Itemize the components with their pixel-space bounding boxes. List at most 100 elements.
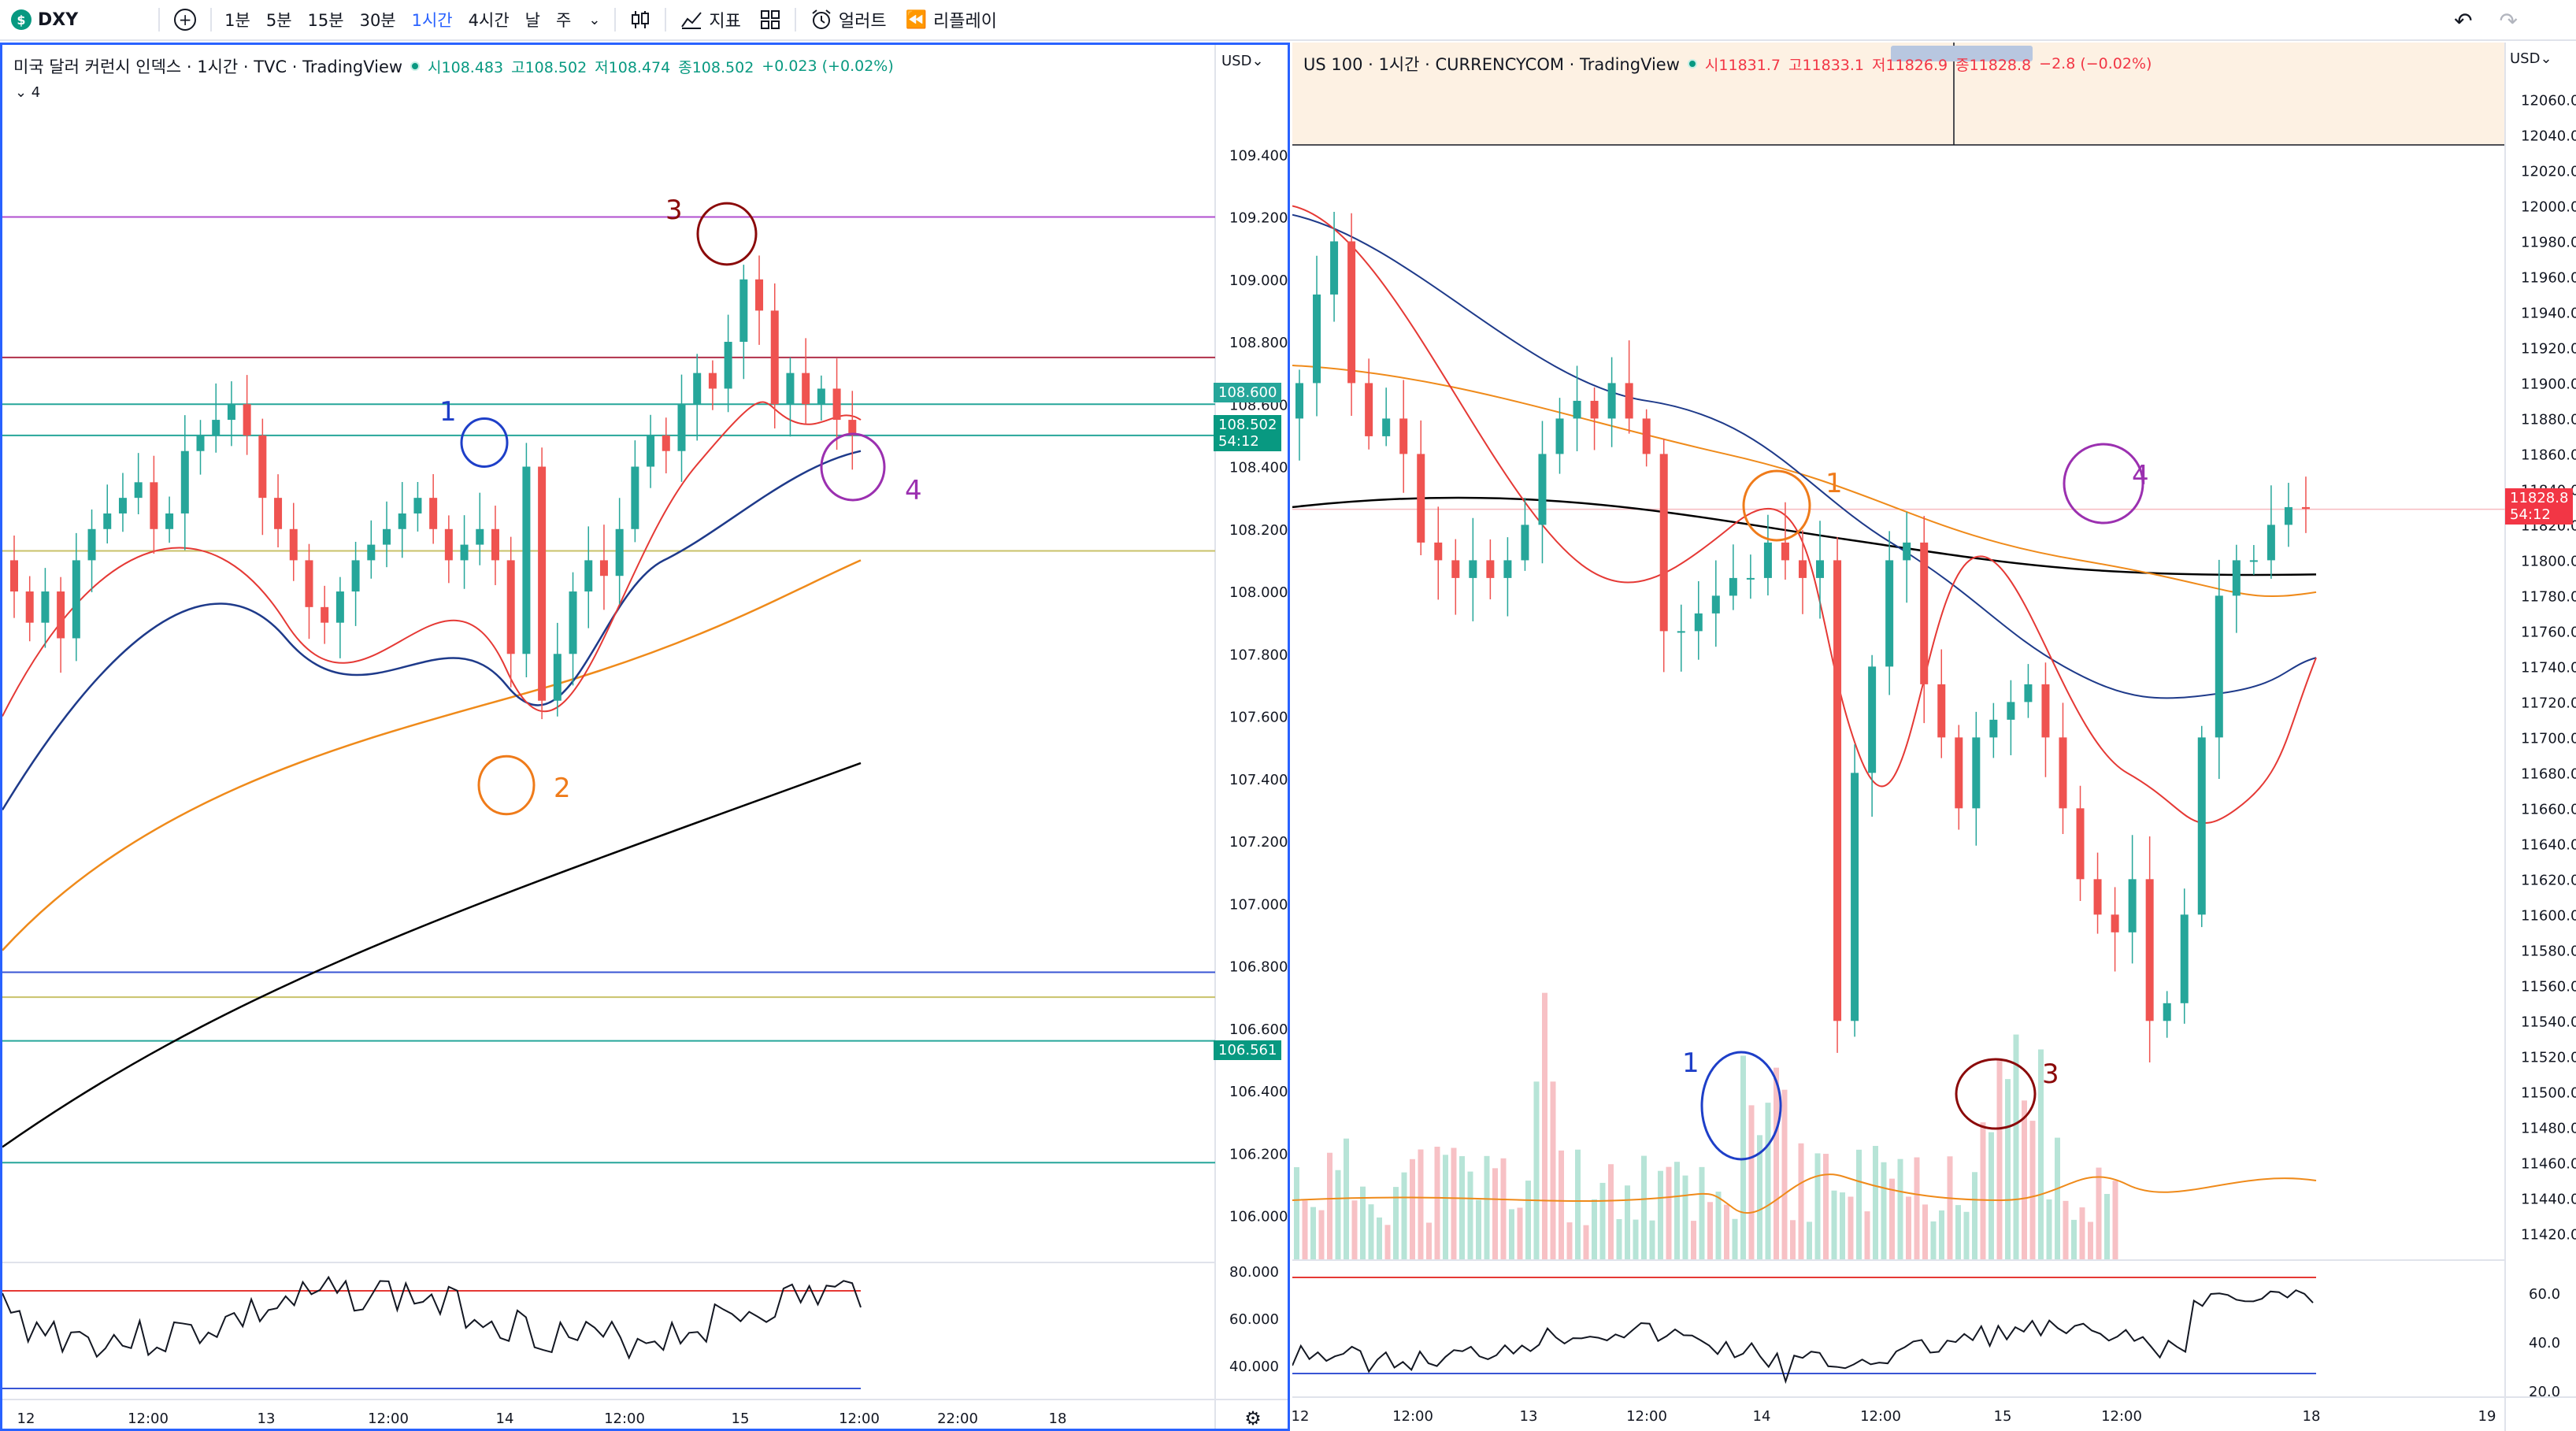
volume-bar [1989,1132,1994,1260]
volume-bar [1914,1157,1920,1260]
timeframe-button[interactable]: 날 [524,11,540,30]
dxy-currency-select[interactable]: USD⌄ [1221,53,1264,69]
rsi-axis-tick: 60.000 [1229,1311,1279,1328]
candle-body [103,513,112,529]
dxy-chart-canvas[interactable]: 109.400 109.200 109.000 108.800 108.600 108.4… [2,45,1288,1429]
price-axis-tick: 12020.0 [2521,163,2576,180]
timeframe-dropdown[interactable]: ⌄ [579,0,610,40]
volume-bar [1575,1149,1581,1260]
rsi-axis-tick: 60.0 [2529,1286,2560,1303]
dollar-logo-icon: $ [11,9,32,30]
volume-bar [1649,1220,1655,1260]
nasdaq-chart-pane[interactable]: 12060.0 12040.0 12020.0 12000.0 11980.0 11960… [1292,43,2576,1431]
symbol-search-button[interactable]: $ DXY [0,0,87,40]
nasdaq-currency-select[interactable]: USD⌄ [2510,50,2552,67]
ma-blue-line [1292,213,2317,699]
add-symbol-button[interactable]: + [165,0,206,40]
price-axis-tick: 11520.0 [2521,1049,2576,1066]
volume-bar [1732,1218,1738,1260]
annotation-circle [1742,469,1811,542]
volume-bar [1360,1186,1366,1260]
timeframe-button[interactable]: 30분 [359,11,396,30]
volume-bar [2005,1079,2011,1260]
candle-body [1642,418,1651,454]
timeframe-button[interactable]: 1시간 [411,11,453,30]
candle-body [429,498,438,529]
time-axis-tick: 12:00 [128,1411,169,1427]
history-controls: ↶ ↷ [2454,0,2568,41]
candle-body [1833,560,1842,1021]
timeframe-group: 1분 5분 15분 30분 1시간 4시간 날 주 [217,0,579,40]
price-axis-tick: 109.000 [1229,272,1288,289]
volume-bar [2022,1100,2027,1260]
undo-icon[interactable]: ↶ [2454,7,2473,34]
candle-body [538,466,547,701]
annotation-label-1: 1 [439,396,457,428]
indicator-count-toggle[interactable]: ⌄ 4 [15,84,41,101]
volume-bar [1467,1171,1473,1260]
candle-body [1503,560,1512,578]
volume-bar [1873,1146,1878,1260]
alert-button[interactable]: 얼러트 [801,0,896,40]
candle-body [2301,506,2310,510]
price-axis-tick: 106.400 [1229,1084,1288,1100]
layouts-button[interactable] [751,0,790,40]
indicators-button[interactable]: 지표 [671,0,750,40]
replay-label: 리플레이 [933,12,997,32]
annotation-circle [460,417,509,468]
candle-body [305,560,313,607]
nasdaq-chart-canvas[interactable]: 12060.012040.012020.012000.011980.011960… [1292,43,2576,1431]
volume-bar [1410,1159,1415,1260]
candle-body [1937,684,1946,738]
candle-body [1625,383,1633,419]
candle-body [770,310,779,405]
annotation-label-1-orange: 1 [1825,468,1843,499]
volume-bar [1790,1220,1796,1260]
annotation-circle [820,432,886,502]
volume-bar [1484,1155,1490,1260]
volume-bar [2071,1219,2077,1260]
volume-bar [1335,1170,1341,1260]
annotation-label-3: 3 [2042,1058,2059,1090]
timeframe-button[interactable]: 5분 [265,11,292,30]
volume-bar [1401,1172,1407,1260]
volume-bar [1798,1143,1804,1260]
timeframe-button[interactable]: 4시간 [468,11,510,30]
volume-ma-line [1292,1173,2317,1214]
nasdaq-last-price-tag: 11828.8 54:12 [2505,488,2574,525]
redo-icon[interactable]: ↷ [2499,7,2518,34]
settings-gear-icon: ⚙ [1244,1407,1262,1429]
replay-button[interactable]: ⏪ 리플레이 [896,0,1006,40]
volume-bar [1566,1222,1573,1260]
candle-body [1330,241,1339,295]
price-axis-tick: 11720.0 [2521,695,2576,711]
candle-body [1417,454,1425,543]
candle-body [724,342,732,389]
candle-body [180,450,189,513]
timeframe-button[interactable]: 1분 [224,11,250,30]
candle-body [786,373,795,405]
dxy-legend: 미국 달러 커런시 인덱스 · 1시간 · TVC · TradingView … [13,54,894,78]
candle-body [1729,577,1737,596]
rsi-line [2,1275,862,1360]
dxy-chart-pane[interactable]: 109.400 109.200 109.000 108.800 108.600 108.4… [0,43,1290,1431]
ma-red-line [1292,205,2317,824]
candle-body [383,528,391,545]
volume-bar [1666,1166,1672,1260]
candle-body [367,544,376,561]
timeframe-button[interactable]: 15분 [307,11,344,30]
volume-bar [1302,1200,1308,1260]
candle-body [1538,454,1547,525]
chart-type-button[interactable] [621,0,660,40]
timeframe-button[interactable]: 주 [555,11,572,30]
candle-body [2232,560,2241,596]
volume-bar [1599,1182,1606,1260]
volume-bar [1384,1225,1391,1260]
candle-body [87,528,96,561]
dxy-open: 시108.483 [428,58,504,76]
dxy-high: 고108.502 [511,58,587,76]
volume-bar [1840,1192,1845,1260]
time-axis-tick: 15 [1994,1408,2012,1425]
volume-bar [1748,1105,1755,1260]
symbol-name: DXY [38,9,79,30]
